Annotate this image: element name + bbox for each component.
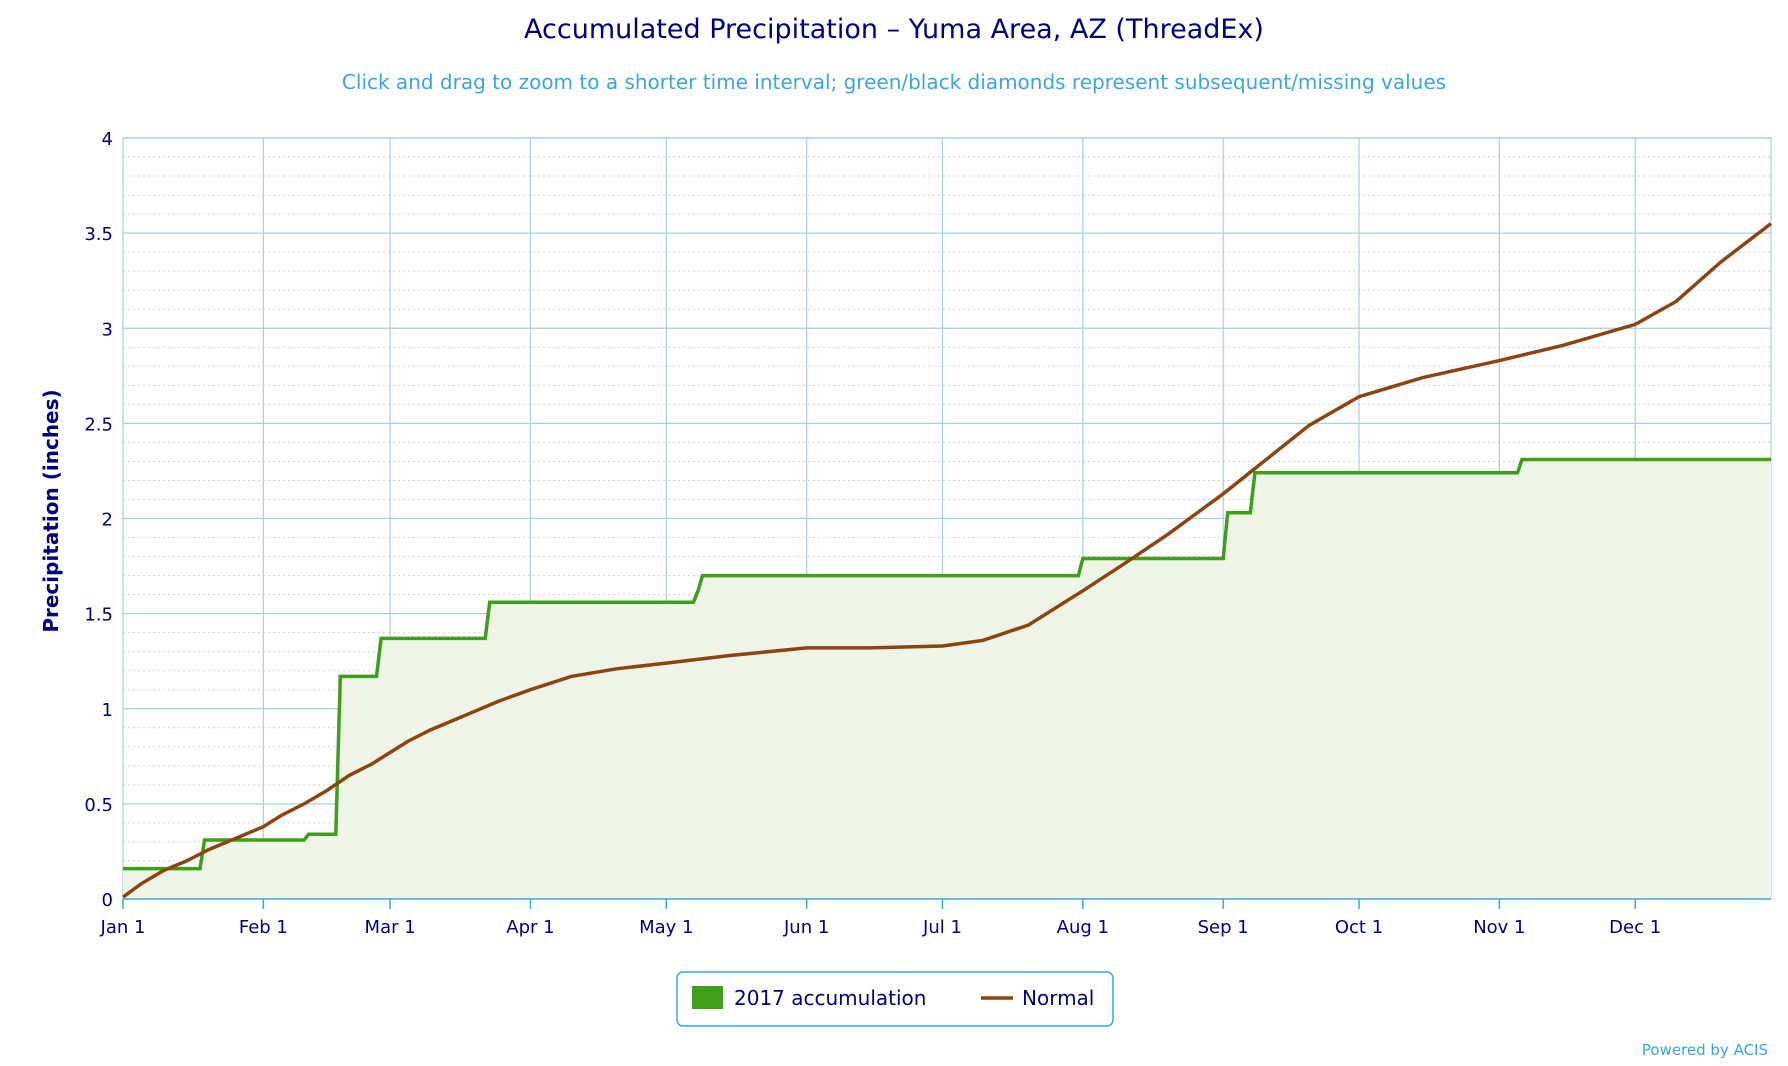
y-tick-label: 3.5 <box>84 224 113 245</box>
chart-subtitle: Click and drag to zoom to a shorter time… <box>342 70 1446 94</box>
x-tick-label: May 1 <box>639 917 693 938</box>
x-tick-label: Nov 1 <box>1473 917 1525 938</box>
chart-title: Accumulated Precipitation – Yuma Area, A… <box>524 14 1264 45</box>
credit-link[interactable]: Powered by ACIS <box>1642 1041 1768 1059</box>
y-tick-label: 4 <box>102 129 113 150</box>
x-tick-label: Mar 1 <box>365 917 416 938</box>
y-tick-label: 2 <box>102 510 113 531</box>
x-tick-label: Dec 1 <box>1609 917 1661 938</box>
legend-item-normal[interactable]: Normal <box>981 986 1094 1010</box>
legend-item-2017[interactable]: 2017 accumulation <box>692 986 926 1010</box>
y-axis-label: Precipitation (inches) <box>39 389 63 632</box>
x-tick-label: Jul 1 <box>922 917 962 938</box>
y-tick-label: 0.5 <box>84 795 113 816</box>
x-tick-label: Jan 1 <box>100 917 146 938</box>
legend-swatch-2017 <box>692 986 723 1009</box>
y-axis-ticks: 0 0.5 1 1.5 2 2.5 3 3.5 4 <box>84 129 113 911</box>
area-2017-accumulation <box>123 459 1771 899</box>
y-tick-label: 3 <box>102 319 113 340</box>
x-tick-label: Feb 1 <box>239 917 288 938</box>
y-tick-label: 2.5 <box>84 414 113 435</box>
line-normal <box>121 222 1773 899</box>
line-2017-accumulation <box>123 457 1771 871</box>
legend[interactable]: 2017 accumulation Normal <box>676 971 1114 1027</box>
x-tick-label: Jun 1 <box>783 917 829 938</box>
y-tick-label: 1 <box>102 700 113 721</box>
x-tick-label: Oct 1 <box>1335 917 1383 938</box>
y-tick-label: 0 <box>102 890 113 911</box>
legend-box <box>676 971 1114 1027</box>
x-axis-ticks: Jan 1 Feb 1 Mar 1 Apr 1 May 1 Jun 1 Jul 1 Aug 1… <box>100 899 1661 938</box>
x-tick-label: Sep 1 <box>1198 917 1249 938</box>
y-tick-label: 1.5 <box>84 605 113 626</box>
x-tick-label: Apr 1 <box>506 917 554 938</box>
legend-label-2017: 2017 accumulation <box>734 986 926 1010</box>
legend-label-normal: Normal <box>1022 986 1094 1010</box>
x-tick-label: Aug 1 <box>1057 917 1109 938</box>
